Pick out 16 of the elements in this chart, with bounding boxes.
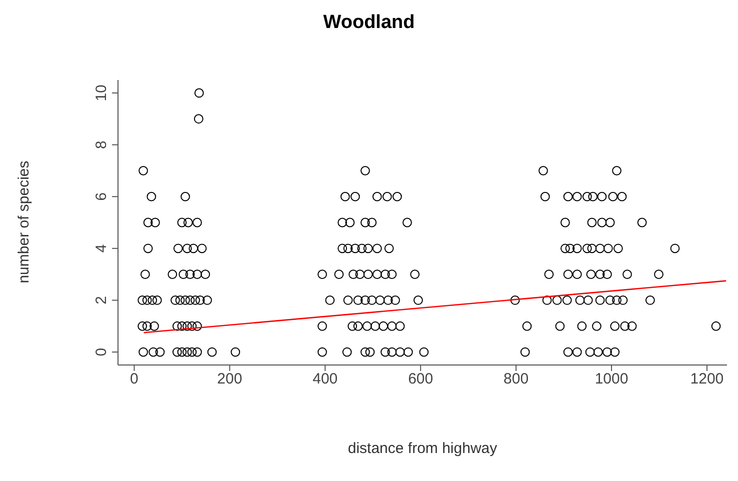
x-tick-label: 1000: [594, 370, 628, 388]
x-tick-label: 0: [130, 370, 138, 388]
x-tick-label: 800: [504, 370, 529, 388]
x-axis-title: distance from highway: [346, 440, 498, 457]
y-axis-title: number of species: [16, 160, 32, 284]
x-tick-label: 400: [312, 370, 338, 388]
y-tick-label: 8: [93, 140, 110, 149]
x-tick-label: 200: [217, 370, 242, 388]
y-tick-label: 10: [93, 84, 110, 102]
y-tick-label: 0: [93, 348, 110, 356]
y-tick-label: 2: [93, 296, 110, 304]
y-tick-label: 4: [93, 244, 110, 253]
y-tick-label: 6: [93, 192, 110, 201]
chart-title: Woodland: [322, 12, 416, 34]
x-tick-label: 1200: [690, 370, 724, 388]
x-tick-label: 600: [408, 370, 434, 388]
